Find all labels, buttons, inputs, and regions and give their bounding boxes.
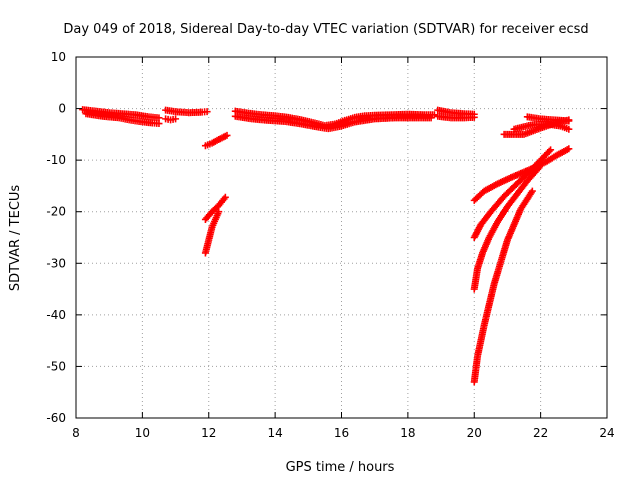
x-tick-label: 8 bbox=[72, 426, 80, 440]
data-point bbox=[528, 187, 536, 195]
series-17 bbox=[510, 120, 573, 133]
y-tick-label: -50 bbox=[46, 359, 66, 373]
data-point bbox=[221, 193, 229, 201]
y-tick-label: 10 bbox=[51, 50, 66, 64]
y-axis-label: SDTVAR / TECUs bbox=[8, 185, 23, 292]
x-tick-label: 10 bbox=[135, 426, 150, 440]
data-point bbox=[565, 117, 573, 125]
data-point bbox=[470, 113, 478, 121]
data-point bbox=[565, 125, 573, 133]
y-tick-label: -30 bbox=[46, 256, 66, 270]
series-6 bbox=[201, 193, 229, 223]
grid-lines bbox=[76, 57, 607, 418]
series-12 bbox=[470, 145, 573, 204]
data-point bbox=[155, 120, 163, 128]
series-2 bbox=[82, 110, 163, 128]
data-point bbox=[565, 145, 573, 153]
series-15 bbox=[470, 187, 536, 386]
x-tick-label: 20 bbox=[467, 426, 482, 440]
data-series bbox=[79, 106, 573, 386]
data-point bbox=[547, 146, 555, 154]
series-5 bbox=[201, 131, 231, 150]
data-point bbox=[172, 115, 180, 123]
axis-ticks: 8 10 12 14 16 18 20 22 24 10 0 -10 -20 -30 -40 -50 -60 bbox=[46, 50, 614, 440]
y-tick-label: -10 bbox=[46, 153, 66, 167]
x-tick-label: 22 bbox=[533, 426, 548, 440]
data-point bbox=[545, 147, 553, 155]
x-tick-label: 12 bbox=[201, 426, 216, 440]
y-tick-label: -20 bbox=[46, 205, 66, 219]
x-axis-label: GPS time / hours bbox=[286, 460, 395, 475]
series-11 bbox=[434, 112, 478, 122]
data-point bbox=[427, 114, 435, 122]
y-tick-label: 0 bbox=[58, 102, 66, 116]
series-7 bbox=[201, 208, 223, 257]
y-tick-label: -60 bbox=[46, 411, 66, 425]
series-4 bbox=[162, 115, 180, 124]
x-tick-label: 16 bbox=[334, 426, 349, 440]
series-9 bbox=[231, 112, 435, 133]
data-point bbox=[203, 108, 211, 116]
data-point bbox=[534, 165, 542, 173]
data-point bbox=[215, 208, 223, 216]
chart-title: Day 049 of 2018, Sidereal Day-to-day VTE… bbox=[63, 22, 588, 37]
series-3 bbox=[162, 106, 211, 117]
x-tick-label: 18 bbox=[400, 426, 415, 440]
x-tick-label: 24 bbox=[599, 426, 614, 440]
x-tick-label: 14 bbox=[267, 426, 282, 440]
y-tick-label: -40 bbox=[46, 308, 66, 322]
series-14 bbox=[470, 164, 543, 293]
series-18 bbox=[523, 113, 573, 125]
series-13 bbox=[470, 146, 555, 241]
data-point bbox=[535, 164, 543, 172]
data-point bbox=[223, 131, 231, 139]
